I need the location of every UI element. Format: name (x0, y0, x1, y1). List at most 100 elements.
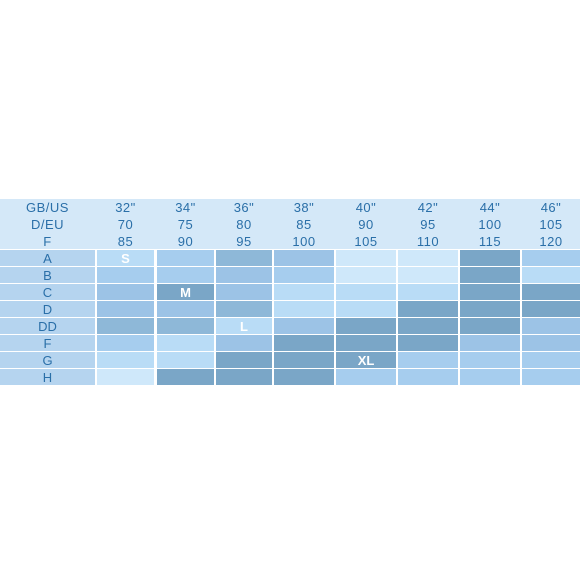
header-value: 42" (417, 199, 439, 215)
header-value: 32" (115, 199, 136, 215)
size-label: L (240, 318, 248, 334)
size-cell (97, 250, 154, 266)
header-value: 90 (177, 233, 194, 249)
header-row-label: D/EU (30, 216, 65, 232)
size-cell (97, 352, 154, 368)
size-cell (522, 369, 580, 385)
size-cell (157, 369, 214, 385)
size-label: S (121, 250, 130, 266)
size-cell (216, 284, 272, 300)
size-cell (274, 250, 334, 266)
size-cell (216, 369, 272, 385)
header-value: 44" (479, 199, 501, 215)
header-value: 70 (117, 216, 134, 232)
size-cell (97, 335, 154, 351)
size-cell (460, 369, 520, 385)
size-cell (460, 250, 520, 266)
header-value: 100 (292, 233, 316, 249)
size-cell (157, 335, 214, 351)
header-value: 80 (236, 216, 252, 232)
size-cell (97, 369, 154, 385)
size-cell (274, 284, 334, 300)
size-cell (336, 301, 396, 317)
cup-row-label: DD (0, 318, 95, 334)
size-cell (398, 369, 458, 385)
size-cell (522, 284, 580, 300)
size-cell (522, 335, 580, 351)
header-value: 40" (355, 199, 377, 215)
size-cell (157, 250, 214, 266)
size-cell (336, 352, 396, 368)
header-value: 38" (293, 199, 315, 215)
size-cell (274, 301, 334, 317)
size-cell (274, 369, 334, 385)
cup-row-label: B (0, 267, 95, 283)
size-cell (336, 267, 396, 283)
size-cell (157, 267, 214, 283)
size-cell (274, 335, 334, 351)
size-cell (97, 301, 154, 317)
size-cell (460, 284, 520, 300)
size-cell (336, 250, 396, 266)
size-cell (97, 267, 154, 283)
header-row-label: GB/US (26, 199, 69, 215)
header-value: 90 (358, 216, 374, 232)
size-cell (216, 301, 272, 317)
header-value: 85 (296, 216, 312, 232)
header-band (0, 199, 580, 249)
cup-row-label: F (0, 335, 95, 351)
size-cell (274, 267, 334, 283)
size-cell (522, 318, 580, 334)
size-cell (398, 352, 458, 368)
size-cell (460, 267, 520, 283)
header-value: 100 (478, 216, 502, 232)
size-cell (336, 284, 396, 300)
size-cell (336, 335, 396, 351)
size-cell (398, 250, 458, 266)
cup-row-label: A (0, 250, 95, 266)
size-cell (398, 318, 458, 334)
size-cell (336, 318, 396, 334)
size-cell (274, 318, 334, 334)
header-value: 105 (354, 233, 378, 249)
size-label: M (180, 284, 191, 300)
size-cell (97, 318, 154, 334)
size-cell (398, 267, 458, 283)
size-cell (157, 284, 214, 300)
size-label: XL (357, 352, 375, 368)
size-cell (216, 335, 272, 351)
header-value: 120 (539, 233, 563, 249)
size-cell (216, 267, 272, 283)
header-value: 105 (539, 216, 563, 232)
header-row-label: F (43, 233, 52, 249)
cup-row-label: H (0, 369, 95, 385)
size-cell (216, 352, 272, 368)
size-cell (522, 267, 580, 283)
header-value: 95 (420, 216, 436, 232)
size-cell (157, 301, 214, 317)
size-cell (522, 250, 580, 266)
size-cell (522, 301, 580, 317)
size-cell (97, 284, 154, 300)
size-chart: GB/US 32" 34" 36" 38" 40" 42" 44" 46" D/EU 70 75 80 8… (0, 199, 580, 385)
size-cell (460, 335, 520, 351)
size-cell (157, 318, 214, 334)
size-cell (398, 284, 458, 300)
header-value: 36" (233, 199, 255, 215)
size-cell (398, 335, 458, 351)
size-cell (460, 301, 520, 317)
header-value: 34" (175, 199, 196, 215)
size-cell (157, 352, 214, 368)
header-value: 110 (416, 233, 440, 249)
header-value: 75 (177, 216, 194, 232)
size-cell (460, 318, 520, 334)
size-cell (460, 352, 520, 368)
header-value: 115 (478, 233, 502, 249)
size-cell (274, 352, 334, 368)
cup-row-label: D (0, 301, 95, 317)
size-cell (522, 352, 580, 368)
header-value: 85 (117, 233, 134, 249)
size-cell (216, 318, 272, 334)
header-value: 46" (540, 199, 562, 215)
size-cell (336, 369, 396, 385)
